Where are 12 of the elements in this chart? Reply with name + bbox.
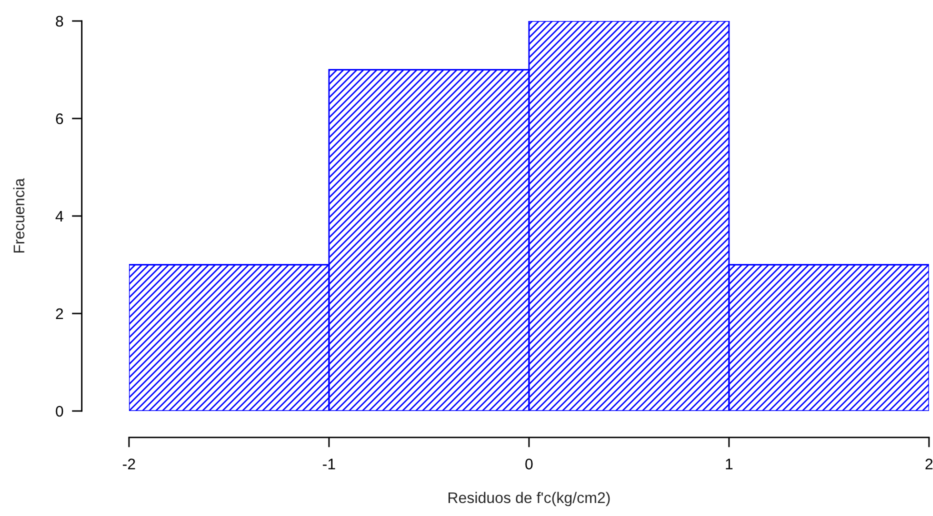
y-tick-label: 8 [56, 16, 64, 27]
x-axis-title: Residuos de f'c(kg/cm2) [448, 492, 610, 506]
x-tick-label: -1 [322, 458, 336, 470]
x-tick-label: 0 [525, 458, 533, 470]
y-tick-label: 6 [56, 113, 64, 124]
y-tick-label: 0 [56, 406, 64, 417]
y-tick-label: 4 [56, 211, 64, 222]
y-axis-title: Frecuencia [13, 178, 24, 253]
x-tick-label: 1 [726, 458, 733, 470]
x-tick-label: 2 [926, 458, 932, 470]
x-tick-label: -2 [122, 458, 136, 470]
y-tick-label: 2 [56, 308, 63, 320]
